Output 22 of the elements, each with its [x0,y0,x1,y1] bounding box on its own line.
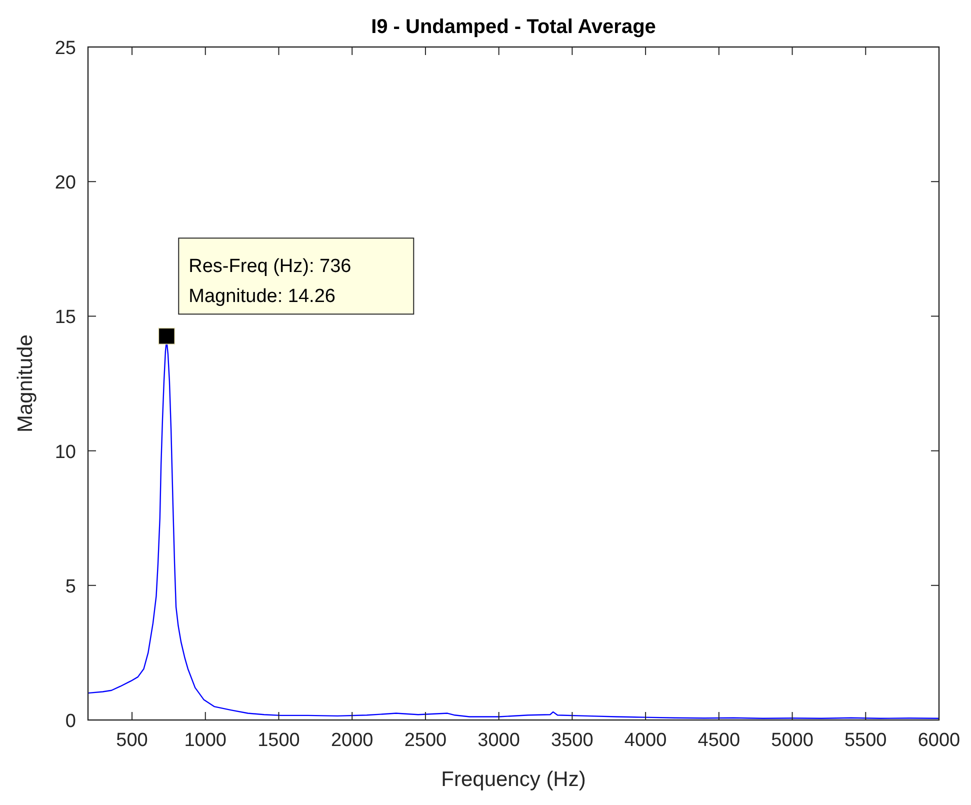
x-tick-label: 3500 [551,730,594,751]
y-tick-label: 0 [65,711,76,732]
x-axis-title: Frequency (Hz) [441,768,586,791]
y-tick-label: 20 [54,172,76,194]
x-tick-label: 2000 [330,730,374,751]
x-tick-label: 4500 [698,730,740,751]
x-tick-label: 6000 [918,730,960,751]
y-tick-label: 5 [65,576,76,598]
x-tick-label: 1500 [258,730,300,751]
x-tick-label: 500 [116,730,148,751]
x-tick-label: 5000 [771,730,814,751]
y-tick-label: 25 [54,38,76,59]
x-tick-label: 1000 [184,730,227,751]
x-tick-label: 3000 [478,730,520,751]
x-tick-label: 2500 [404,730,447,751]
y-tick-label: 15 [54,307,76,328]
y-axis-title: Magnitude [14,334,37,433]
chart-title: I9 - Undamped - Total Average [371,16,656,38]
x-tick-label: 5500 [844,730,887,751]
annotation: Res-Freq (Hz): 736 Magnitude: 14.26 [188,256,352,308]
y-tick-label: 10 [54,442,76,463]
x-tick-label: 4000 [624,730,667,751]
